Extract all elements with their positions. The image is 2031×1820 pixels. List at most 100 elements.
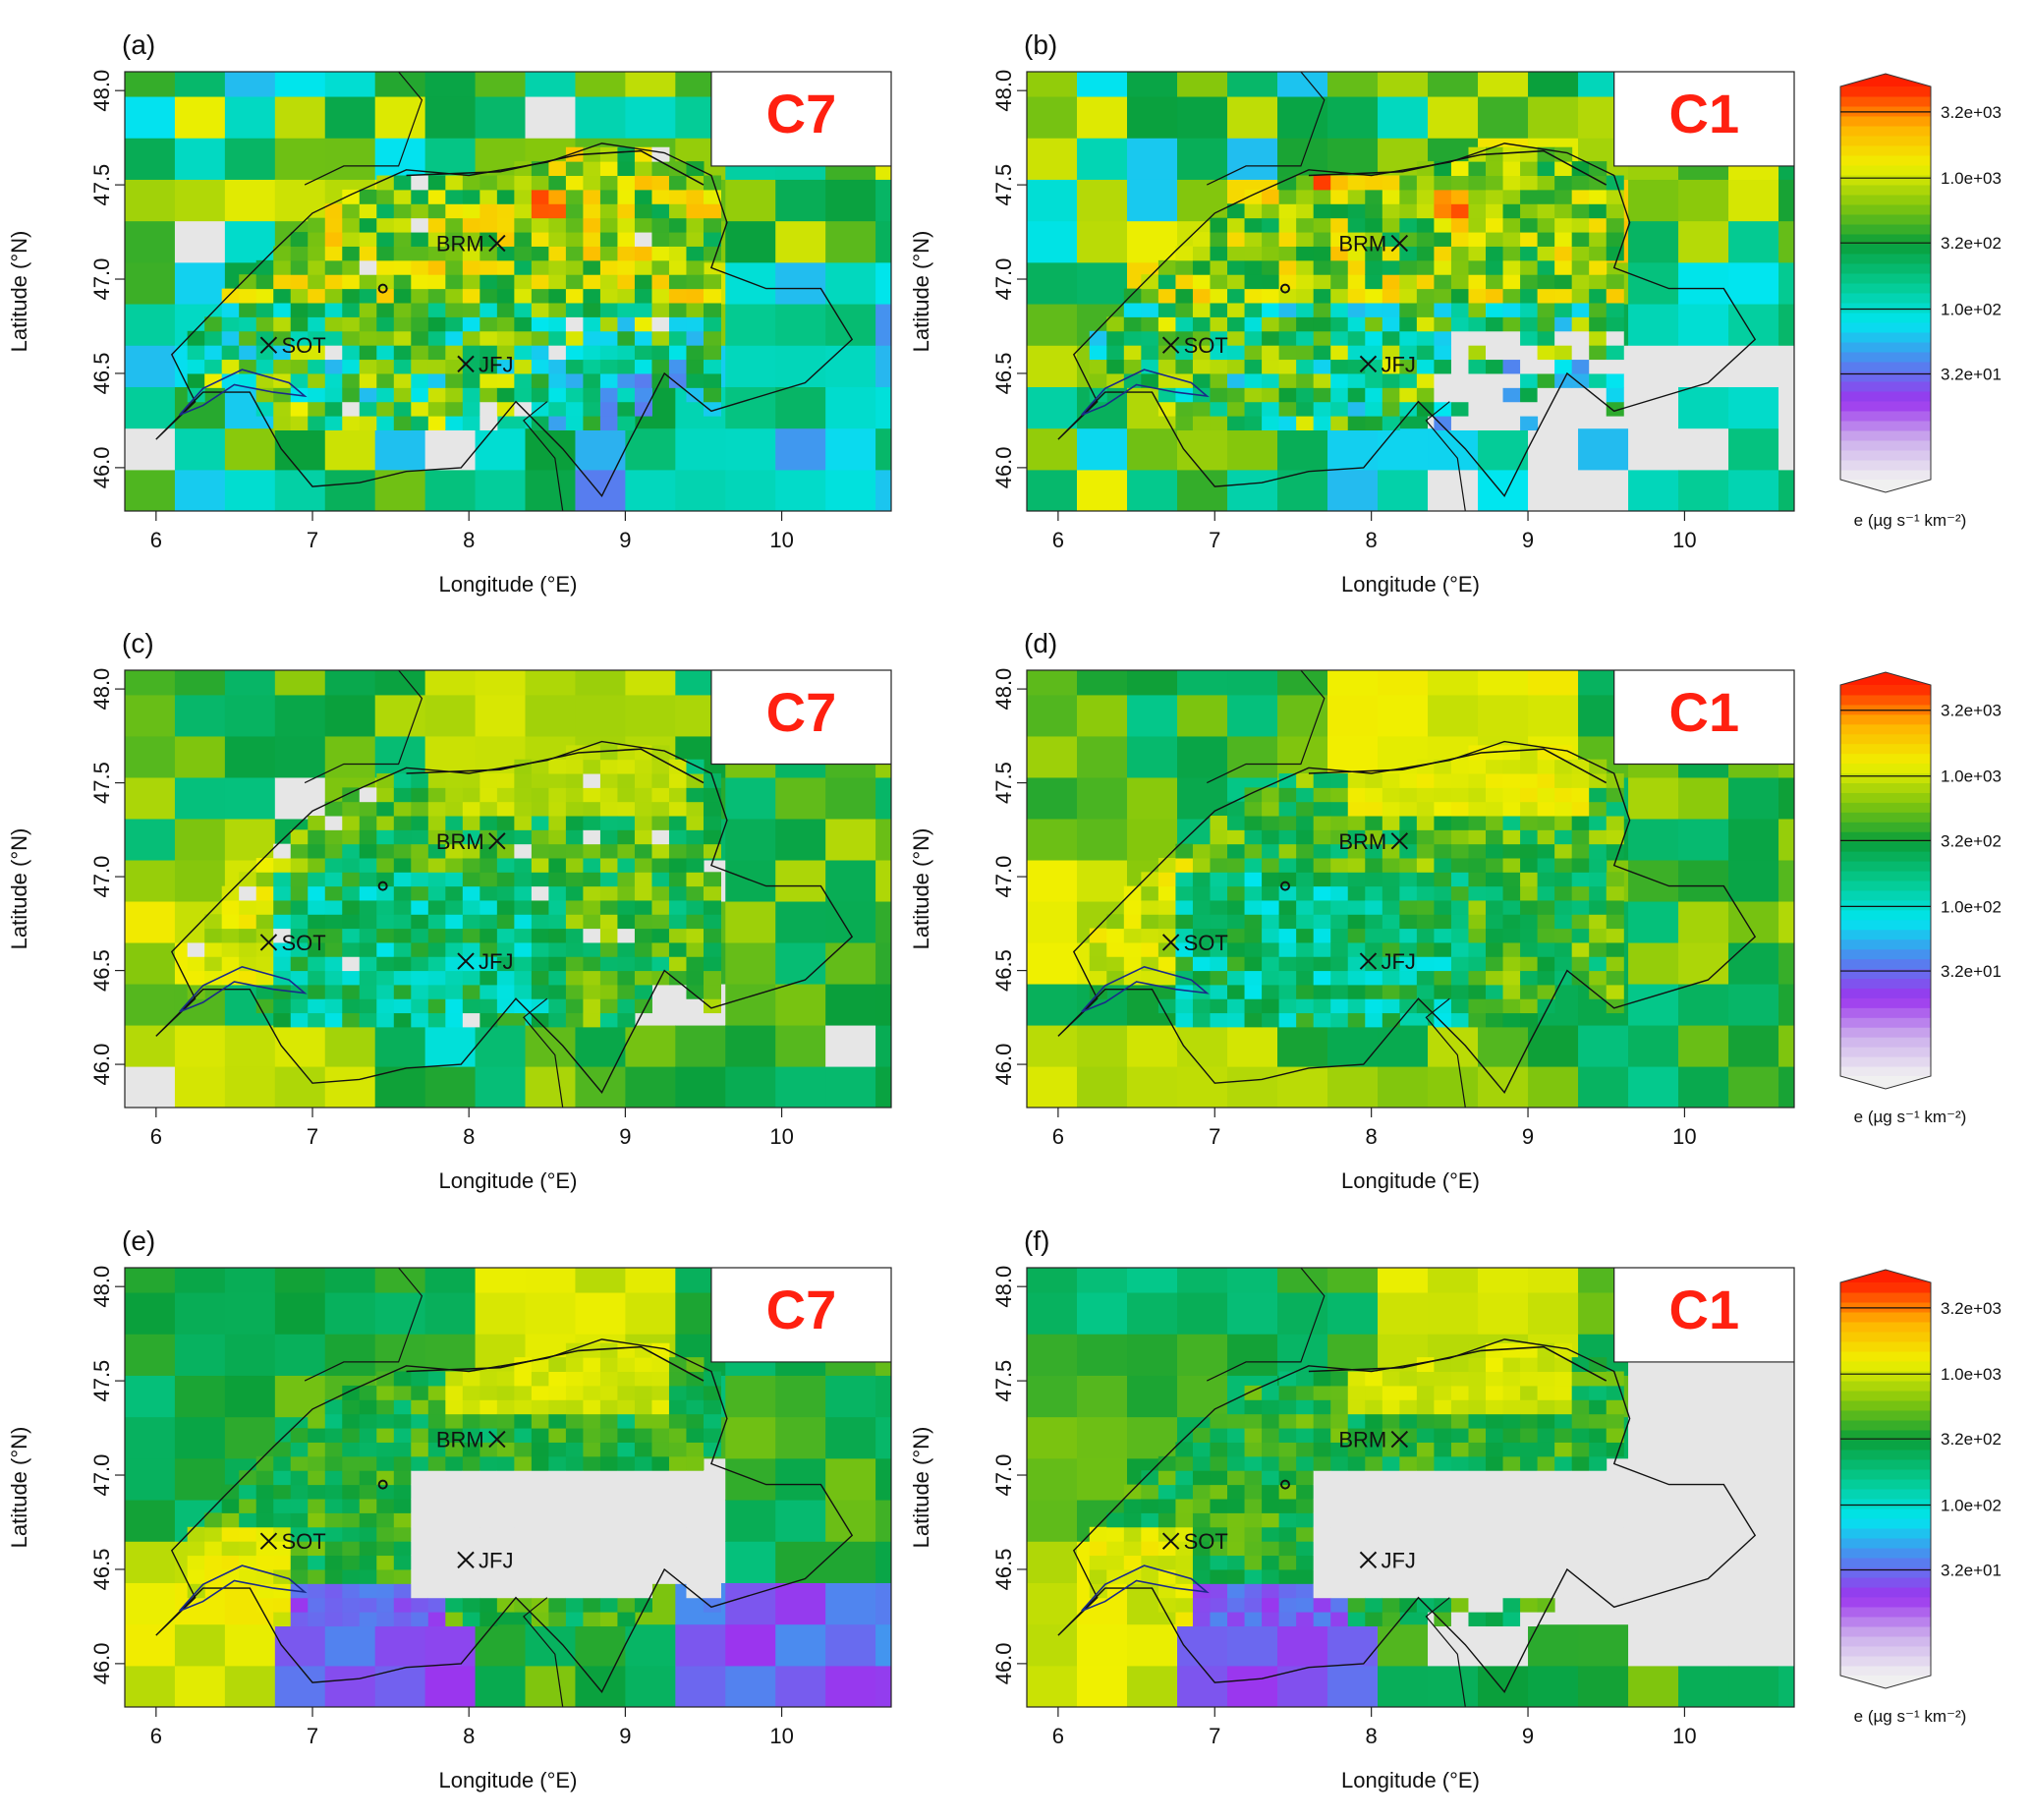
fine-grid-cell bbox=[1502, 816, 1521, 830]
fine-grid-cell bbox=[393, 1512, 412, 1528]
station-label: JFJ bbox=[479, 949, 513, 974]
fine-grid-cell bbox=[462, 801, 480, 817]
y-tick-label: 46.5 bbox=[89, 353, 114, 395]
fine-grid-cell bbox=[1554, 1470, 1573, 1486]
fine-grid-cell bbox=[204, 316, 223, 332]
fine-grid-cell bbox=[290, 1512, 309, 1528]
grid-cell bbox=[1728, 345, 1779, 387]
fine-grid-cell bbox=[686, 1385, 705, 1400]
fine-grid-cell bbox=[1434, 274, 1452, 290]
x-axis-label: Longitude (°E) bbox=[1341, 1768, 1480, 1792]
fine-grid-cell bbox=[324, 857, 343, 873]
grid-cell bbox=[1728, 1375, 1779, 1418]
fine-grid-cell bbox=[273, 885, 292, 901]
fine-grid-cell bbox=[1434, 899, 1452, 915]
fine-grid-cell bbox=[1554, 203, 1573, 219]
fine-grid-cell bbox=[703, 175, 721, 191]
fine-grid-cell bbox=[651, 759, 670, 774]
fine-grid-cell bbox=[411, 416, 429, 431]
fine-grid-cell bbox=[342, 1442, 361, 1457]
fine-grid-cell bbox=[1434, 401, 1452, 417]
fine-grid-cell bbox=[480, 899, 498, 915]
fine-grid-cell bbox=[480, 1371, 498, 1387]
grid-cell bbox=[1127, 1375, 1178, 1418]
fine-grid-cell bbox=[1296, 175, 1315, 191]
colorbar-segment bbox=[1840, 1440, 1931, 1450]
fine-grid-cell bbox=[617, 330, 636, 346]
fine-grid-cell bbox=[1244, 316, 1263, 332]
grid-cell bbox=[625, 95, 676, 139]
fine-grid-cell bbox=[1399, 885, 1418, 901]
station-marker bbox=[457, 952, 475, 970]
grid-cell bbox=[875, 1665, 891, 1707]
fine-grid-cell bbox=[1210, 387, 1228, 403]
fine-grid-cell bbox=[1106, 1541, 1125, 1557]
fine-grid-cell bbox=[1571, 885, 1590, 901]
colorbar-segment bbox=[1840, 440, 1931, 451]
fine-grid-cell bbox=[411, 1470, 429, 1486]
fine-grid-cell bbox=[204, 1526, 223, 1542]
grid-cell bbox=[1428, 427, 1479, 471]
fine-grid-cell bbox=[1502, 941, 1521, 957]
fine-grid-cell bbox=[668, 1371, 687, 1387]
fine-grid-cell bbox=[1502, 759, 1521, 774]
fine-grid-cell bbox=[1399, 330, 1418, 346]
fine-grid-cell bbox=[1468, 970, 1487, 986]
fine-grid-cell bbox=[1416, 1583, 1435, 1599]
fine-grid-cell bbox=[531, 1413, 549, 1429]
fine-grid-cell bbox=[599, 984, 618, 999]
grid-cell bbox=[775, 1665, 826, 1707]
fine-grid-cell bbox=[1296, 316, 1315, 332]
fine-grid-cell bbox=[1468, 1442, 1487, 1457]
grid-cell bbox=[1678, 1065, 1729, 1108]
grid-cell bbox=[224, 1375, 276, 1418]
fine-grid-cell bbox=[1450, 387, 1469, 403]
fine-grid-cell bbox=[445, 773, 464, 788]
grid-cell bbox=[224, 72, 276, 97]
fine-grid-cell bbox=[1571, 1541, 1590, 1557]
grid-cell bbox=[1027, 1334, 1078, 1376]
fine-grid-cell bbox=[308, 1526, 326, 1542]
grid-cell bbox=[675, 72, 726, 97]
fine-grid-cell bbox=[1347, 1012, 1366, 1028]
fine-grid-cell bbox=[599, 1512, 618, 1528]
fine-grid-cell bbox=[411, 1612, 429, 1627]
grid-cell bbox=[525, 72, 577, 97]
fine-grid-cell bbox=[565, 175, 584, 191]
fine-grid-cell bbox=[548, 274, 567, 290]
fine-grid-cell bbox=[703, 872, 721, 887]
fine-grid-cell bbox=[599, 1399, 618, 1415]
fine-grid-cell bbox=[273, 1541, 292, 1557]
fine-grid-cell bbox=[1486, 885, 1504, 901]
fine-grid-cell bbox=[1502, 259, 1521, 275]
fine-grid-cell bbox=[1589, 1555, 1608, 1570]
grid-cell bbox=[725, 427, 776, 471]
fine-grid-cell bbox=[290, 259, 309, 275]
fine-grid-cell bbox=[1262, 246, 1280, 261]
fine-grid-cell bbox=[290, 1455, 309, 1471]
grid-cell bbox=[1177, 670, 1228, 696]
fine-grid-cell bbox=[462, 1385, 480, 1400]
fine-grid-cell bbox=[1416, 885, 1435, 901]
fine-grid-cell bbox=[1520, 956, 1539, 972]
fine-grid-cell bbox=[1606, 232, 1624, 247]
grid-cell bbox=[1778, 138, 1794, 180]
fine-grid-cell bbox=[1571, 203, 1590, 219]
fine-grid-cell bbox=[1175, 899, 1194, 915]
fine-grid-cell bbox=[703, 984, 721, 999]
fine-grid-cell bbox=[1330, 246, 1349, 261]
fine-grid-cell bbox=[1486, 1012, 1504, 1028]
fine-grid-cell bbox=[617, 189, 636, 204]
fine-grid-cell bbox=[703, 1568, 721, 1584]
fine-grid-cell bbox=[255, 928, 274, 943]
fine-grid-cell bbox=[703, 203, 721, 219]
fine-grid-cell bbox=[531, 175, 549, 191]
fine-grid-cell bbox=[1296, 359, 1315, 374]
station-marker bbox=[457, 355, 475, 373]
fine-grid-cell bbox=[1278, 1612, 1297, 1627]
fine-grid-cell bbox=[1262, 274, 1280, 290]
y-tick-label: 48.0 bbox=[89, 668, 114, 711]
grid-cell bbox=[825, 220, 876, 263]
fine-grid-cell bbox=[531, 773, 549, 788]
grid-cell bbox=[1728, 427, 1779, 471]
